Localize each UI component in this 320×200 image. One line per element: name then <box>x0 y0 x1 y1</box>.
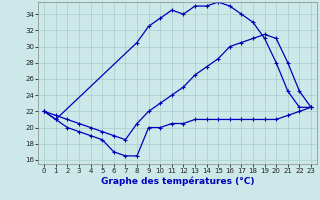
X-axis label: Graphe des températures (°C): Graphe des températures (°C) <box>101 177 254 186</box>
